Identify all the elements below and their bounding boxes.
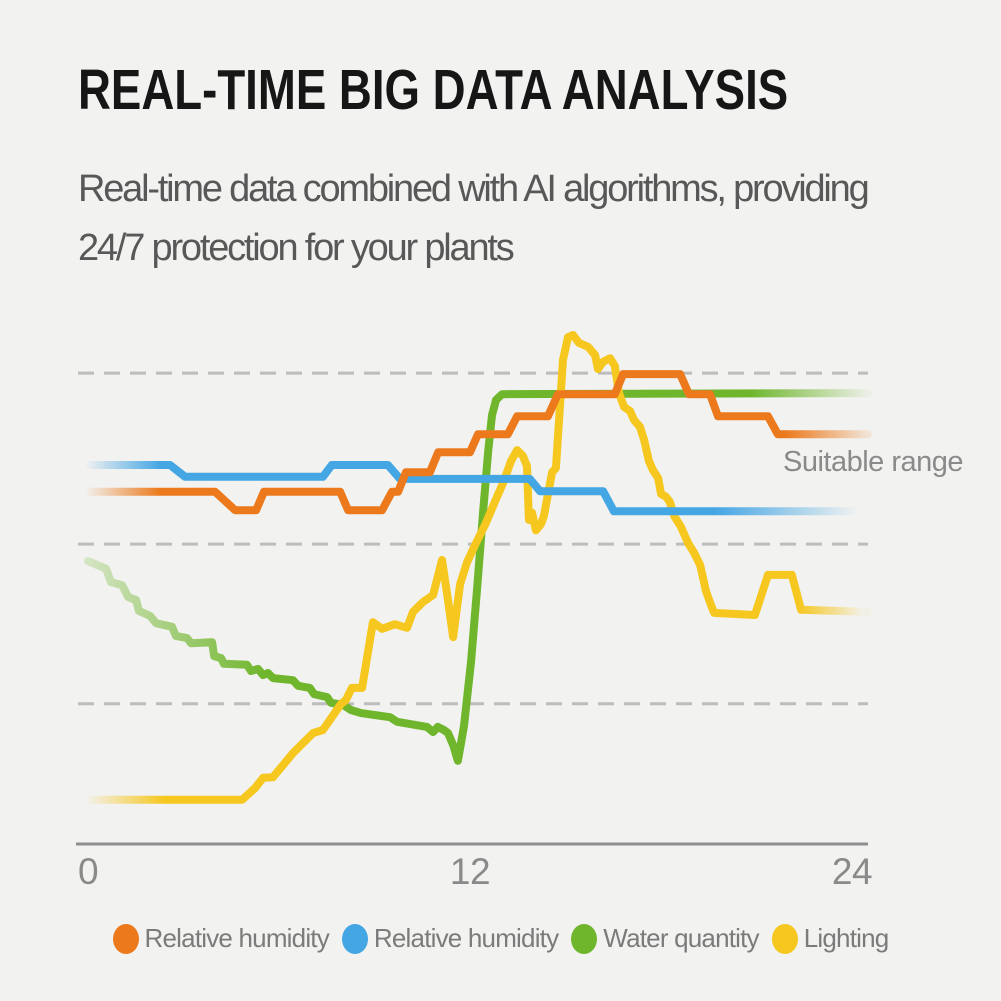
series-line-relative-humidity-1 (84, 461, 872, 516)
legend-item-water-quantity-2: Water quantity (571, 923, 760, 954)
page-title: REAL-TIME BIG DATA ANALYSIS (78, 58, 789, 122)
legend-label: Relative humidity (373, 923, 559, 953)
legend-label: Lighting (803, 923, 889, 953)
legend-item-lighting-3: Lighting (771, 923, 889, 954)
legend-dot-icon (771, 923, 798, 954)
subtitle-line-2: 24/7 protection for your plants (78, 227, 515, 269)
legend-dot-icon (341, 923, 368, 954)
chart-legend: Relative humidity Relative humidity Water … (0, 923, 1001, 954)
legend-dot-icon (112, 923, 139, 954)
legend-item-relative-humidity-1: Relative humidity (341, 923, 559, 954)
x-tick-label-0: 0 (77, 851, 99, 892)
legend-item-relative-humidity-0: Relative humidity (112, 923, 330, 954)
legend-label: Water quantity (603, 923, 759, 953)
subtitle-line-1: Real-time data combined with AI algorith… (78, 168, 870, 210)
suitable-range-annotation: Suitable range (783, 446, 964, 478)
x-tick-label-12: 12 (449, 851, 491, 892)
series-line-water-quantity-2 (84, 389, 872, 765)
legend-dot-icon (571, 923, 598, 954)
series-line-relative-humidity-0 (84, 370, 872, 515)
legend-label: Relative humidity (144, 923, 330, 953)
page-subtitle: Real-time data combined with AI algorith… (78, 160, 870, 278)
x-tick-label-24: 24 (831, 851, 873, 892)
